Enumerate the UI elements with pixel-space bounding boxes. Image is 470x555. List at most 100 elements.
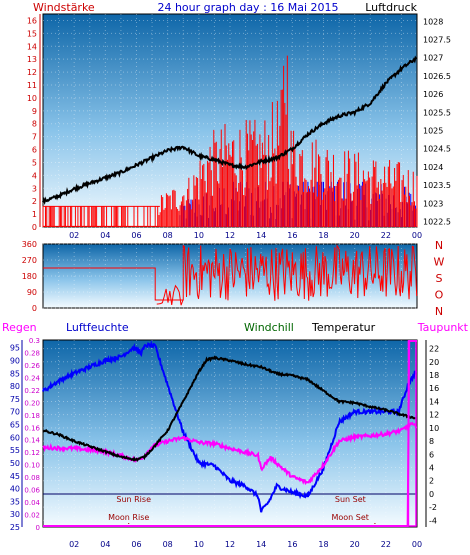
- header-right-label: Luftdruck: [365, 1, 417, 14]
- wind-axis-tick: 4: [32, 171, 37, 180]
- x-axis-tick: 14: [256, 540, 266, 549]
- humidity-axis-tick: 75: [10, 395, 20, 404]
- pressure-axis-tick: 1028: [423, 17, 443, 26]
- rain-axis-tick: 0.14: [24, 437, 40, 445]
- humidity-axis-tick: 50: [10, 459, 20, 468]
- humidity-axis-tick: 55: [10, 446, 20, 455]
- humidity-axis-tick: 25: [10, 523, 20, 532]
- temp-axis-tick: 8: [429, 437, 434, 446]
- wind-axis-tick: 14: [27, 42, 37, 51]
- pressure-axis-tick: 1023: [423, 199, 443, 208]
- pressure-axis-tick: 1026.5: [423, 72, 451, 81]
- wind-axis-tick: 7: [32, 133, 37, 142]
- x-axis-tick: 02: [69, 231, 79, 240]
- x-axis-tick: 00: [412, 231, 422, 240]
- humidity-axis-tick: 65: [10, 421, 20, 430]
- temp-axis-tick: 4: [429, 464, 434, 473]
- humidity-label: Luftfeuchte: [66, 321, 129, 334]
- wind-axis-tick: 16: [27, 16, 37, 25]
- x-axis-tick: 12: [225, 540, 235, 549]
- x-axis-tick: 16: [287, 540, 297, 549]
- wind-axis-tick: 3: [32, 184, 37, 193]
- windchill-label: Windchill: [244, 321, 294, 334]
- x-axis-tick: 06: [131, 540, 141, 549]
- marker-label: Moon Set: [331, 513, 368, 522]
- x-axis-tick: 18: [318, 231, 328, 240]
- temp-axis-tick: 18: [429, 371, 439, 380]
- wind-axis-tick: 13: [27, 55, 37, 64]
- marker-label: Sun Set: [335, 495, 366, 504]
- humidity-axis-tick: 85: [10, 369, 20, 378]
- compass-label: N: [435, 239, 443, 252]
- rain-axis-tick: 0.08: [24, 474, 40, 482]
- wind-axis-tick: 2: [32, 197, 37, 206]
- rain-axis-tick: 0.24: [24, 374, 40, 382]
- humidity-axis-tick: 45: [10, 472, 20, 481]
- humidity-axis-tick: 80: [10, 382, 20, 391]
- rain-axis-tick: 0: [36, 524, 40, 532]
- wind-axis-tick: 6: [32, 146, 37, 155]
- rain-axis-tick: 0.18: [24, 412, 40, 420]
- wind-axis-tick: 0: [32, 223, 37, 232]
- x-axis-tick: 20: [350, 231, 360, 240]
- compass-label: W: [434, 256, 445, 269]
- pressure-axis-tick: 1025: [423, 127, 443, 136]
- temp-axis-tick: -2: [429, 503, 437, 512]
- x-axis-tick: 08: [163, 231, 173, 240]
- chart-title: 24 hour graph day : 16 Mai 2015: [157, 1, 338, 14]
- x-axis-tick: 12: [225, 231, 235, 240]
- pressure-axis-tick: 1027.5: [423, 35, 451, 44]
- panel-weather: [42, 339, 418, 528]
- pressure-axis-tick: 1027: [423, 54, 443, 63]
- temp-axis-tick: -4: [429, 516, 437, 525]
- direction-axis-tick: 90: [27, 288, 37, 297]
- x-axis-tick: 04: [100, 540, 110, 549]
- rain-axis-tick: 0.16: [24, 424, 40, 432]
- x-axis-tick: 02: [69, 540, 79, 549]
- rain-axis-tick: 0.28: [24, 349, 40, 357]
- humidity-axis-tick: 40: [10, 485, 20, 494]
- temp-axis-tick: 12: [429, 411, 439, 420]
- temperature-line: [42, 355, 417, 462]
- temp-axis-tick: 14: [429, 397, 439, 406]
- humidity-axis-tick: 30: [10, 510, 20, 519]
- wind-axis-tick: 15: [27, 29, 37, 38]
- direction-axis-tick: 360: [22, 240, 37, 249]
- pressure-axis-tick: 1025.5: [423, 108, 451, 117]
- humidity-axis-tick: 90: [10, 356, 20, 365]
- rain-box: [407, 340, 417, 527]
- marker-label: Moon Rise: [108, 513, 149, 522]
- humidity-axis-tick: 95: [10, 344, 20, 353]
- compass-label: O: [435, 289, 444, 302]
- wind-axis-tick: 12: [27, 68, 37, 77]
- wind-axis-tick: 9: [32, 107, 37, 116]
- humidity-axis-tick: 70: [10, 408, 20, 417]
- wind-axis-tick: 10: [27, 94, 37, 103]
- x-axis-tick: 10: [194, 231, 204, 240]
- wind-axis-tick: 8: [32, 120, 37, 129]
- rain-axis-tick: 0.12: [24, 449, 40, 457]
- pressure-axis-tick: 1022.5: [423, 218, 451, 227]
- x-axis-tick: 10: [194, 540, 204, 549]
- temp-axis-tick: 10: [429, 424, 439, 433]
- direction-line: [43, 244, 418, 301]
- temp-axis-tick: 16: [429, 384, 439, 393]
- direction-axis-tick: 180: [22, 272, 37, 281]
- temp-axis-tick: 2: [429, 477, 434, 486]
- x-axis-tick: 14: [256, 231, 266, 240]
- direction-axis-tick: 0: [32, 304, 37, 313]
- x-axis-tick: 20: [350, 540, 360, 549]
- x-axis-tick: 04: [100, 231, 110, 240]
- x-axis-tick: 22: [381, 540, 391, 549]
- marker-label: Sun Rise: [116, 495, 151, 504]
- pressure-axis-tick: 1024.5: [423, 145, 451, 154]
- wind-axis-tick: 5: [32, 158, 37, 167]
- rain-axis-tick: 0.04: [24, 499, 40, 507]
- dewpoint-label: Taupunkt: [417, 321, 469, 334]
- humidity-axis-tick: 35: [10, 497, 20, 506]
- header-left-label: Windstärke: [33, 1, 95, 14]
- rain-axis-tick: 0.22: [24, 387, 40, 395]
- pressure-line: [42, 55, 418, 205]
- pressure-axis-tick: 1023.5: [423, 181, 451, 190]
